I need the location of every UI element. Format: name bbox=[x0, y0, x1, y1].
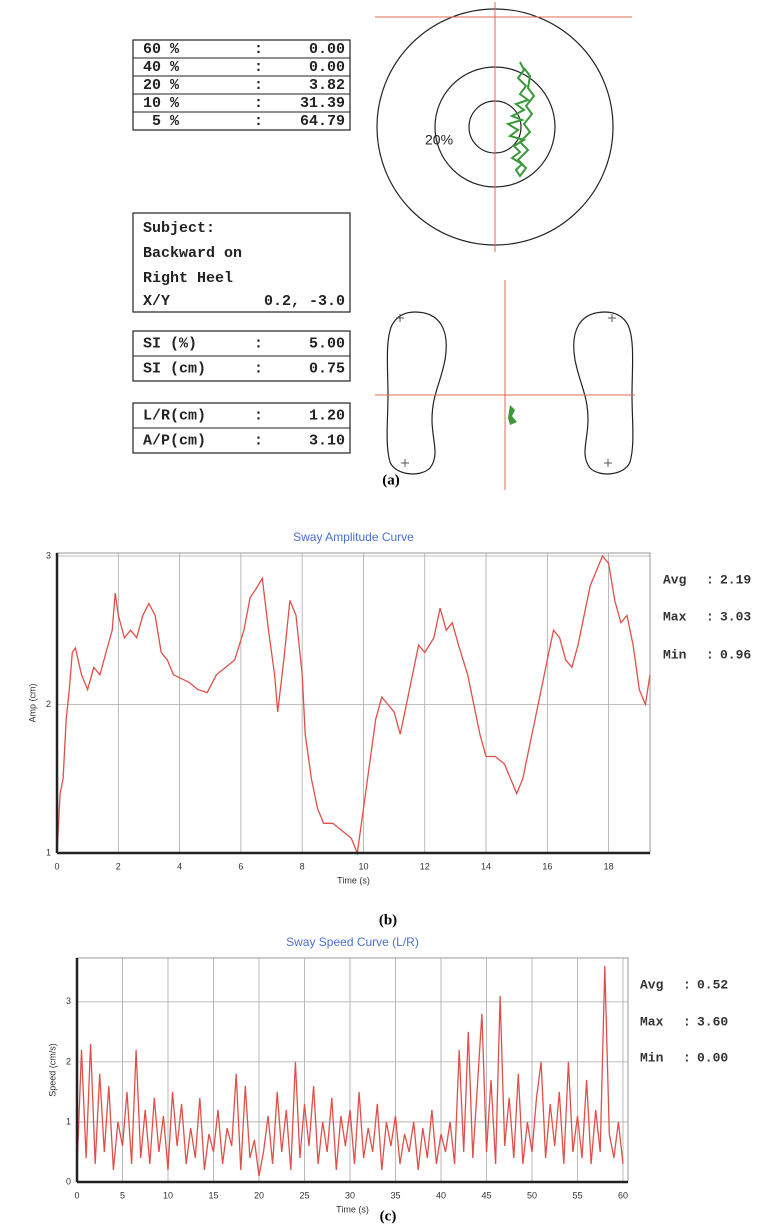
table-value: 1.20 bbox=[309, 407, 345, 424]
y-tick-label: 2 bbox=[46, 699, 51, 709]
table-separator-colon: : bbox=[254, 113, 263, 130]
stat-colon: : bbox=[683, 1050, 691, 1065]
stat-value: 2.19 bbox=[720, 572, 751, 587]
stat-colon: : bbox=[706, 609, 714, 624]
x-tick-label: 25 bbox=[299, 1190, 309, 1200]
x-tick-label: 20 bbox=[254, 1190, 264, 1200]
figure: 20% (a) 60 %:0.0040 %:0.0020 %:3.8210 %:… bbox=[0, 0, 782, 1224]
stat-value: 3.60 bbox=[697, 1014, 728, 1029]
table-separator-colon: : bbox=[254, 432, 263, 449]
x-tick-label: 0 bbox=[74, 1190, 79, 1200]
caption: (a) bbox=[382, 472, 400, 488]
stat-label: Min bbox=[663, 647, 687, 662]
x-axis-label: Time (s) bbox=[336, 1204, 369, 1214]
x-tick-label: 16 bbox=[542, 861, 552, 871]
xy-value: 0.2, -3.0 bbox=[264, 293, 345, 310]
x-tick-label: 0 bbox=[54, 861, 59, 871]
table-separator-colon: : bbox=[254, 335, 263, 352]
subject-line: Backward on bbox=[143, 245, 242, 262]
stat-value: 3.03 bbox=[720, 609, 751, 624]
x-tick-label: 60 bbox=[618, 1190, 628, 1200]
table-label: 10 % bbox=[143, 95, 180, 112]
x-tick-label: 8 bbox=[300, 861, 305, 871]
x-axis-label: Time (s) bbox=[337, 875, 370, 885]
table-label: 60 % bbox=[143, 41, 180, 58]
table-label: A/P(cm) bbox=[143, 432, 206, 449]
table-value: 3.10 bbox=[309, 432, 345, 449]
y-tick-label: 3 bbox=[46, 550, 51, 560]
table-label: SI (%) bbox=[143, 335, 197, 352]
x-tick-label: 10 bbox=[163, 1190, 173, 1200]
table-separator-colon: : bbox=[254, 360, 263, 377]
caption: (c) bbox=[380, 1208, 397, 1224]
y-tick-label: 1 bbox=[46, 847, 51, 857]
table-value: 0.00 bbox=[309, 41, 345, 58]
subject-line: Subject: bbox=[143, 220, 215, 237]
x-tick-label: 35 bbox=[390, 1190, 400, 1200]
y-axis-label: Amp (cm) bbox=[27, 684, 37, 723]
stat-colon: : bbox=[706, 647, 714, 662]
x-tick-label: 6 bbox=[238, 861, 243, 871]
stat-label: Max bbox=[663, 609, 687, 624]
table-value: 5.00 bbox=[309, 335, 345, 352]
table-label: 5 % bbox=[143, 113, 180, 130]
plot-area bbox=[57, 553, 650, 853]
stat-value: 0.96 bbox=[720, 647, 751, 662]
chart-title: Sway Amplitude Curve bbox=[293, 530, 414, 544]
table-separator-colon: : bbox=[254, 407, 263, 424]
chart-title: Sway Speed Curve (L/R) bbox=[286, 935, 419, 949]
y-tick-label: 3 bbox=[66, 996, 71, 1006]
table-label: 40 % bbox=[143, 59, 180, 76]
xy-label: X/Y bbox=[143, 293, 170, 310]
x-tick-label: 14 bbox=[481, 861, 491, 871]
x-tick-label: 10 bbox=[358, 861, 368, 871]
caption: (b) bbox=[379, 912, 397, 928]
x-tick-label: 50 bbox=[527, 1190, 537, 1200]
x-tick-label: 2 bbox=[116, 861, 121, 871]
x-tick-label: 45 bbox=[481, 1190, 491, 1200]
stat-colon: : bbox=[706, 572, 714, 587]
table-separator-colon: : bbox=[254, 95, 263, 112]
table-separator-colon: : bbox=[254, 77, 263, 94]
table-value: 0.00 bbox=[309, 59, 345, 76]
y-tick-label: 2 bbox=[66, 1056, 71, 1066]
y-tick-label: 1 bbox=[66, 1116, 71, 1126]
x-tick-label: 4 bbox=[177, 861, 182, 871]
stat-label: Avg bbox=[663, 572, 687, 587]
x-tick-label: 55 bbox=[572, 1190, 582, 1200]
y-axis-label: Speed (cm/s) bbox=[47, 1043, 57, 1097]
target-label: 20% bbox=[425, 132, 453, 148]
x-tick-label: 5 bbox=[120, 1190, 125, 1200]
subject-line: Right Heel bbox=[143, 270, 233, 287]
stat-value: 0.52 bbox=[697, 977, 728, 992]
table-label: SI (cm) bbox=[143, 360, 206, 377]
stat-colon: : bbox=[683, 1014, 691, 1029]
stat-colon: : bbox=[683, 977, 691, 992]
y-tick-label: 0 bbox=[66, 1176, 71, 1186]
stat-label: Min bbox=[640, 1050, 664, 1065]
x-tick-label: 30 bbox=[345, 1190, 355, 1200]
table-value: 31.39 bbox=[300, 95, 345, 112]
table-value: 3.82 bbox=[309, 77, 345, 94]
stat-label: Max bbox=[640, 1014, 664, 1029]
table-value: 0.75 bbox=[309, 360, 345, 377]
x-tick-label: 18 bbox=[604, 861, 614, 871]
x-tick-label: 12 bbox=[420, 861, 430, 871]
table-label: L/R(cm) bbox=[143, 407, 206, 424]
table-label: 20 % bbox=[143, 77, 180, 94]
table-value: 64.79 bbox=[300, 113, 345, 130]
x-tick-label: 15 bbox=[208, 1190, 218, 1200]
x-tick-label: 40 bbox=[436, 1190, 446, 1200]
stat-label: Avg bbox=[640, 977, 664, 992]
table-separator-colon: : bbox=[254, 59, 263, 76]
table-separator-colon: : bbox=[254, 41, 263, 58]
stat-value: 0.00 bbox=[697, 1050, 728, 1065]
